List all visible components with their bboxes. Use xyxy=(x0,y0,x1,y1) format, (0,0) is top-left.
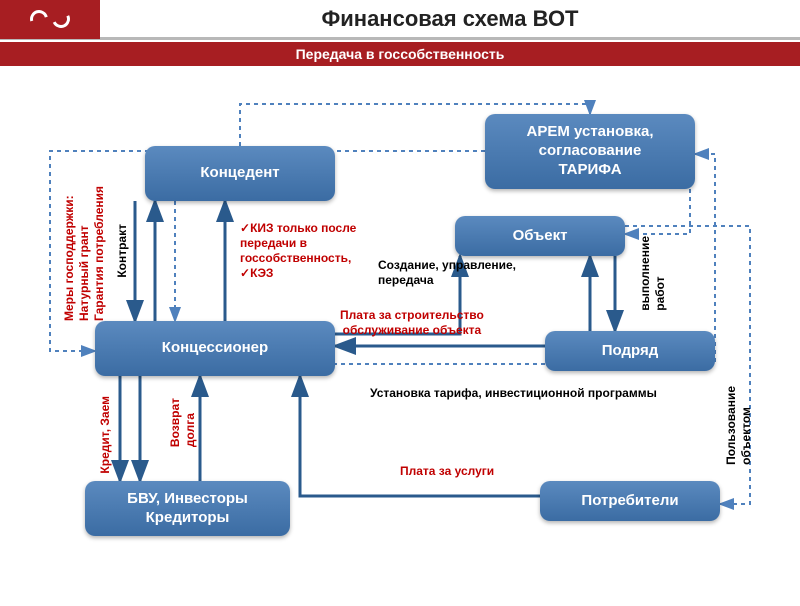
label-2: ✓КИЗ только послепередачи вгоссобственно… xyxy=(240,221,356,281)
logo-ornament xyxy=(0,0,100,39)
label-0: Меры господдержки:Натурный грантГарантия… xyxy=(62,186,107,321)
subtitle-bar: Передача в госсобственность xyxy=(0,42,800,66)
title-bar: Финансовая схема ВОТ xyxy=(0,0,800,40)
label-1: Контракт xyxy=(115,224,130,278)
label-10: Плата за услуги xyxy=(400,464,494,479)
label-7: Установка тарифа, инвестиционной програм… xyxy=(370,386,657,401)
label-8: Кредит, Заем xyxy=(98,396,113,474)
node-bvu: БВУ, ИнвесторыКредиторы xyxy=(85,481,290,536)
label-4: Плата за строительствообслуживание объек… xyxy=(340,308,484,338)
label-6: Пользованиеобъектом xyxy=(724,386,754,465)
node-object: Объект xyxy=(455,216,625,256)
label-5: выполнениеработ xyxy=(638,236,668,311)
node-arem: АРЕМ установка,согласованиеТАРИФА xyxy=(485,114,695,189)
diagram-canvas: Концедент АРЕМ установка,согласованиеТАРИ… xyxy=(0,66,800,606)
node-concedent: Концедент xyxy=(145,146,335,201)
node-consumers: Потребители xyxy=(540,481,720,521)
page-title: Финансовая схема ВОТ xyxy=(100,6,800,32)
node-contractor: Подряд xyxy=(545,331,715,371)
label-3: Создание, управление,передача xyxy=(378,258,516,288)
label-9: Возвратдолга xyxy=(168,398,198,447)
node-concession: Концессионер xyxy=(95,321,335,376)
